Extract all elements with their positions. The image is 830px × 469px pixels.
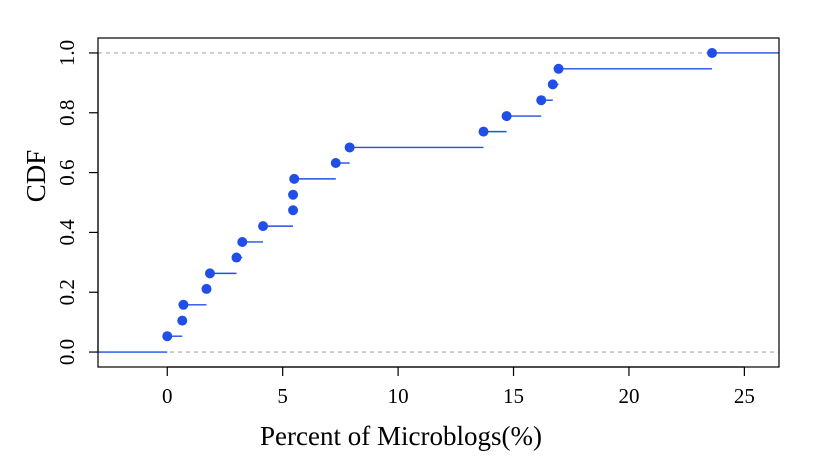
ecdf-point [237, 236, 248, 247]
ecdf-point [288, 189, 299, 200]
ecdf-point [289, 173, 300, 184]
x-tick-label: 20 [618, 384, 639, 408]
ecdf-steps [98, 52, 779, 353]
x-axis: 0 5 10 15 20 25 [162, 366, 755, 408]
y-tick-label: 0.8 [55, 100, 79, 126]
y-axis-title: CDF [21, 150, 51, 203]
plot-frame [97, 37, 780, 368]
y-tick-label: 0.2 [55, 279, 79, 305]
x-tick-label: 10 [388, 384, 409, 408]
ecdf-point [201, 283, 212, 294]
ecdf-point [162, 331, 173, 342]
ecdf-point [204, 268, 215, 279]
ecdf-point [344, 142, 355, 153]
ecdf-point [478, 126, 489, 137]
y-axis: 0.0 0.2 0.4 0.6 0.8 1.0 [55, 40, 99, 365]
ecdf-point [501, 111, 512, 122]
ecdf-point [536, 95, 547, 106]
ecdf-points [162, 47, 718, 342]
ecdf-point [553, 63, 564, 74]
y-tick-label: 0.6 [55, 159, 79, 185]
ecdf-point [330, 158, 341, 169]
x-tick-label: 15 [503, 384, 524, 408]
y-tick-label: 0.4 [55, 219, 79, 246]
x-tick-label: 0 [162, 384, 173, 408]
ecdf-point [178, 299, 189, 310]
ecdf-point [547, 79, 558, 90]
x-tick-label: 5 [277, 384, 288, 408]
x-axis-title: Percent of Microblogs(%) [260, 421, 542, 451]
ecdf-point [258, 221, 269, 232]
y-tick-label: 0.0 [55, 339, 79, 365]
ecdf-point [231, 252, 242, 263]
y-tick-label: 1.0 [55, 40, 79, 66]
ecdf-point [177, 315, 188, 326]
x-tick-label: 25 [734, 384, 755, 408]
ecdf-point [707, 47, 718, 58]
ecdf-point [288, 205, 299, 216]
reference-lines [98, 52, 779, 353]
